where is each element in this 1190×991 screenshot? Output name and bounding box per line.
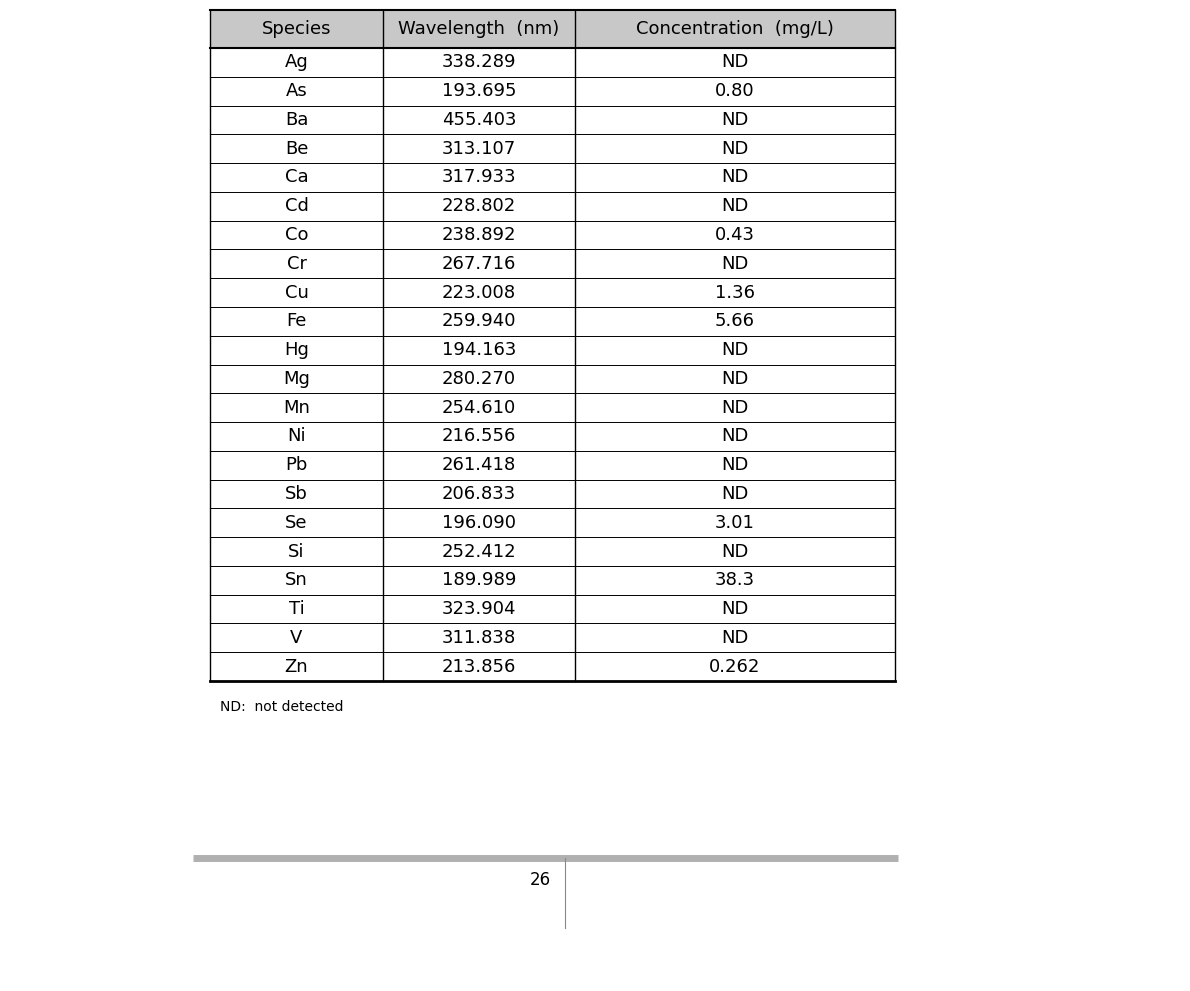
Text: 228.802: 228.802 — [441, 197, 516, 215]
Text: Species: Species — [262, 20, 331, 38]
Text: ND: ND — [721, 398, 749, 416]
Text: ND:  not detected: ND: not detected — [220, 700, 344, 714]
Text: Pb: Pb — [286, 456, 308, 475]
Text: ND: ND — [721, 168, 749, 186]
Text: ND: ND — [721, 601, 749, 618]
Text: Zn: Zn — [284, 658, 308, 676]
Text: 317.933: 317.933 — [441, 168, 516, 186]
Text: Cd: Cd — [284, 197, 308, 215]
Text: 0.80: 0.80 — [715, 82, 754, 100]
Text: ND: ND — [721, 456, 749, 475]
Text: 280.270: 280.270 — [441, 370, 516, 387]
Text: ND: ND — [721, 370, 749, 387]
Text: 311.838: 311.838 — [441, 629, 516, 647]
Text: Fe: Fe — [287, 312, 307, 330]
Text: Mn: Mn — [283, 398, 309, 416]
Text: Wavelength  (nm): Wavelength (nm) — [399, 20, 559, 38]
Text: As: As — [286, 82, 307, 100]
Text: 194.163: 194.163 — [441, 341, 516, 359]
Text: Ti: Ti — [289, 601, 305, 618]
Text: Concentration  (mg/L): Concentration (mg/L) — [637, 20, 834, 38]
Text: ND: ND — [721, 341, 749, 359]
Text: ND: ND — [721, 197, 749, 215]
Text: Cr: Cr — [287, 255, 307, 273]
Text: 26: 26 — [530, 871, 551, 889]
Text: 206.833: 206.833 — [441, 485, 516, 503]
Text: ND: ND — [721, 427, 749, 445]
Text: ND: ND — [721, 542, 749, 561]
Text: 216.556: 216.556 — [441, 427, 516, 445]
Text: 196.090: 196.090 — [441, 513, 516, 532]
Text: 38.3: 38.3 — [715, 571, 756, 590]
Text: V: V — [290, 629, 302, 647]
Text: ND: ND — [721, 629, 749, 647]
Text: Hg: Hg — [284, 341, 309, 359]
Text: 267.716: 267.716 — [441, 255, 516, 273]
Text: ND: ND — [721, 54, 749, 71]
Text: 193.695: 193.695 — [441, 82, 516, 100]
Text: Sn: Sn — [286, 571, 308, 590]
Text: 223.008: 223.008 — [441, 283, 516, 301]
Text: Mg: Mg — [283, 370, 309, 387]
Text: 189.989: 189.989 — [441, 571, 516, 590]
Text: 254.610: 254.610 — [441, 398, 516, 416]
Text: Ni: Ni — [287, 427, 306, 445]
Text: Se: Se — [286, 513, 308, 532]
Text: 259.940: 259.940 — [441, 312, 516, 330]
Text: 338.289: 338.289 — [441, 54, 516, 71]
Text: 252.412: 252.412 — [441, 542, 516, 561]
Text: Ba: Ba — [284, 111, 308, 129]
Text: 0.262: 0.262 — [709, 658, 760, 676]
Text: Ag: Ag — [284, 54, 308, 71]
Text: ND: ND — [721, 111, 749, 129]
Text: Co: Co — [284, 226, 308, 244]
Bar — [209, 10, 895, 48]
Text: 455.403: 455.403 — [441, 111, 516, 129]
Text: Be: Be — [284, 140, 308, 158]
Text: ND: ND — [721, 255, 749, 273]
Text: 0.43: 0.43 — [715, 226, 754, 244]
Text: 3.01: 3.01 — [715, 513, 754, 532]
Text: 5.66: 5.66 — [715, 312, 754, 330]
Text: 313.107: 313.107 — [441, 140, 516, 158]
Text: 213.856: 213.856 — [441, 658, 516, 676]
Text: 1.36: 1.36 — [715, 283, 754, 301]
Text: Sb: Sb — [286, 485, 308, 503]
Text: Cu: Cu — [284, 283, 308, 301]
Text: ND: ND — [721, 485, 749, 503]
Text: ND: ND — [721, 140, 749, 158]
Text: 261.418: 261.418 — [441, 456, 516, 475]
Text: Si: Si — [288, 542, 305, 561]
Text: 238.892: 238.892 — [441, 226, 516, 244]
Text: Ca: Ca — [284, 168, 308, 186]
Text: 323.904: 323.904 — [441, 601, 516, 618]
